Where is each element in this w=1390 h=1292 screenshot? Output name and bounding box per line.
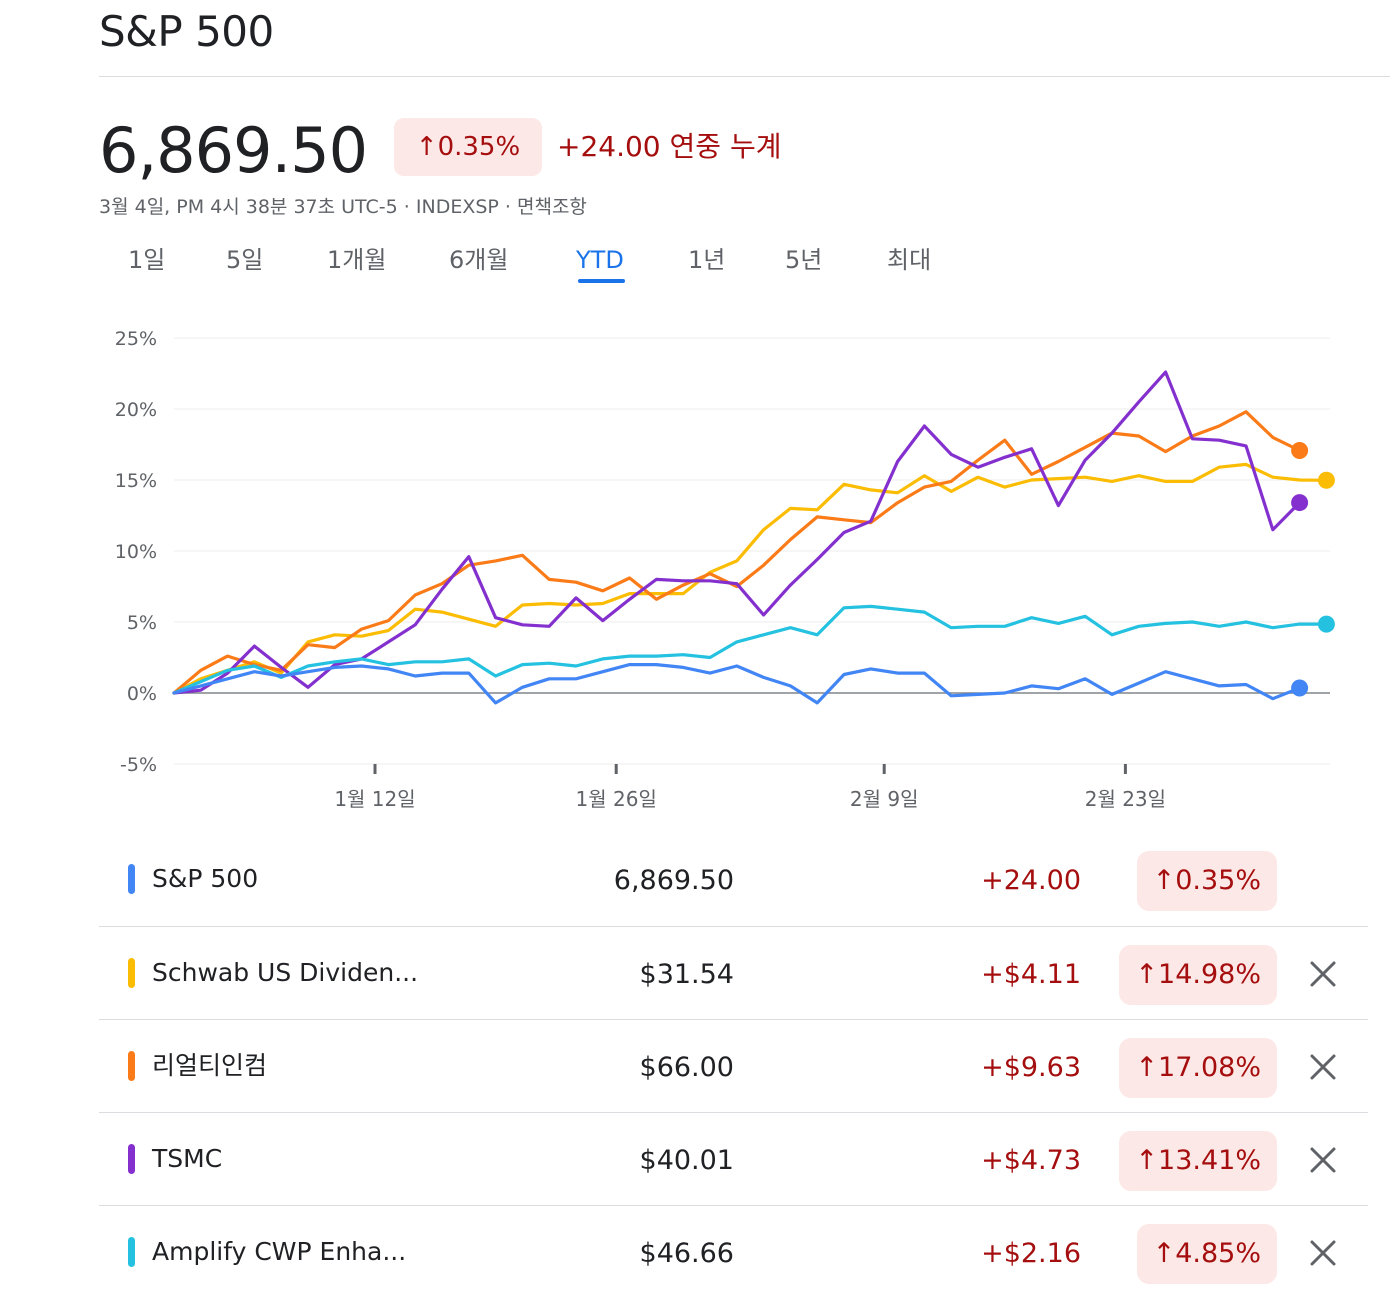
page-title: S&P 500 bbox=[99, 7, 274, 56]
series-swatch bbox=[128, 1051, 135, 1081]
tab-6m[interactable]: 6개월 bbox=[449, 246, 509, 274]
row-price: $31.54 bbox=[639, 959, 734, 990]
close-icon[interactable] bbox=[1308, 959, 1338, 989]
series-swatch bbox=[128, 1237, 135, 1267]
y-tick-label: -5% bbox=[120, 754, 157, 776]
series-line bbox=[172, 663, 1302, 705]
series-line bbox=[172, 462, 1329, 695]
tab-1m[interactable]: 1개월 bbox=[327, 246, 387, 274]
y-tick-label: 0% bbox=[127, 683, 157, 705]
series-line bbox=[172, 410, 1302, 695]
series-end-dot bbox=[1317, 471, 1335, 489]
x-tick-label: 2월 23일 bbox=[1085, 787, 1166, 811]
row-percent-badge: ↑17.08% bbox=[1119, 1038, 1277, 1098]
series-swatch bbox=[128, 958, 135, 988]
row-price: $40.01 bbox=[639, 1145, 734, 1176]
y-tick-label: 15% bbox=[115, 470, 157, 492]
row-name: Amplify CWP Enha... bbox=[152, 1237, 407, 1266]
list-item-tsmc[interactable]: TSMC $40.01 +$4.73 ↑13.41% bbox=[99, 1112, 1368, 1205]
percent-change-badge: ↑0.35% bbox=[394, 118, 542, 176]
x-tick-label: 1월 26일 bbox=[576, 787, 657, 811]
series-swatch bbox=[128, 864, 135, 894]
row-price: $66.00 bbox=[639, 1052, 734, 1083]
series-line bbox=[172, 370, 1302, 695]
row-price: $46.66 bbox=[639, 1238, 734, 1269]
y-tick-label: 10% bbox=[115, 541, 157, 563]
series-end-dot bbox=[1291, 494, 1309, 512]
row-name: S&P 500 bbox=[152, 864, 259, 893]
y-tick-label: 20% bbox=[115, 399, 157, 421]
row-name: Schwab US Dividen... bbox=[152, 958, 419, 987]
quote-meta: 3월 4일, PM 4시 38분 37초 UTC-5 · INDEXSP · 면… bbox=[99, 196, 587, 218]
range-tabs: 1일 5일 1개월 6개월 YTD 1년 5년 최대 bbox=[0, 240, 1000, 286]
row-percent-badge: ↑14.98% bbox=[1119, 945, 1277, 1005]
series-end-dot bbox=[1291, 441, 1309, 459]
comparison-chart[interactable]: -5% 0% 5% 10% 15% 20% 25% 1월 12일 1월 26일 2월 9일 2월 2… bbox=[0, 300, 1390, 830]
current-price: 6,869.50 bbox=[99, 114, 368, 187]
tab-5y[interactable]: 5년 bbox=[785, 246, 823, 274]
tab-1y[interactable]: 1년 bbox=[688, 246, 726, 274]
row-price: 6,869.50 bbox=[613, 865, 734, 896]
row-change: +$4.11 bbox=[981, 959, 1081, 990]
series-end-dot bbox=[1317, 615, 1335, 633]
tab-max[interactable]: 최대 bbox=[887, 246, 932, 274]
row-change: +$4.73 bbox=[981, 1145, 1081, 1176]
row-percent-badge: ↑13.41% bbox=[1119, 1131, 1277, 1191]
close-icon[interactable] bbox=[1308, 1145, 1338, 1175]
close-icon[interactable] bbox=[1308, 1238, 1338, 1268]
tab-1d[interactable]: 1일 bbox=[128, 246, 166, 274]
row-name: TSMC bbox=[152, 1144, 223, 1173]
series-end-dot bbox=[1291, 679, 1309, 697]
row-percent-badge: ↑4.85% bbox=[1136, 1224, 1277, 1284]
active-tab-indicator bbox=[578, 279, 625, 283]
y-tick-label: 5% bbox=[127, 612, 157, 634]
close-icon[interactable] bbox=[1308, 1052, 1338, 1082]
list-item-amplify[interactable]: Amplify CWP Enha... $46.66 +$2.16 ↑4.85% bbox=[99, 1205, 1368, 1292]
title-divider bbox=[99, 76, 1390, 77]
row-percent-badge: ↑0.35% bbox=[1136, 851, 1277, 911]
row-change: +$9.63 bbox=[981, 1052, 1081, 1083]
y-tick-label: 25% bbox=[115, 328, 157, 350]
series-swatch bbox=[128, 1144, 135, 1174]
series-line bbox=[172, 604, 1329, 695]
row-change: +24.00 bbox=[981, 865, 1081, 896]
tab-5d[interactable]: 5일 bbox=[226, 246, 264, 274]
x-tick-label: 2월 9일 bbox=[850, 787, 919, 811]
x-tick-label: 1월 12일 bbox=[334, 787, 415, 811]
list-item-sp500[interactable]: S&P 500 6,869.50 +24.00 ↑0.35% bbox=[99, 833, 1368, 925]
list-item-realty-income[interactable]: 리얼티인컴 $66.00 +$9.63 ↑17.08% bbox=[99, 1019, 1368, 1112]
list-item-schwab[interactable]: Schwab US Dividen... $31.54 +$4.11 ↑14.9… bbox=[99, 926, 1368, 1019]
row-change: +$2.16 bbox=[981, 1238, 1081, 1269]
row-name: 리얼티인컴 bbox=[152, 1051, 268, 1080]
ytd-change-text: +24.00 연중 누계 bbox=[557, 130, 782, 163]
tab-ytd[interactable]: YTD bbox=[576, 246, 624, 274]
